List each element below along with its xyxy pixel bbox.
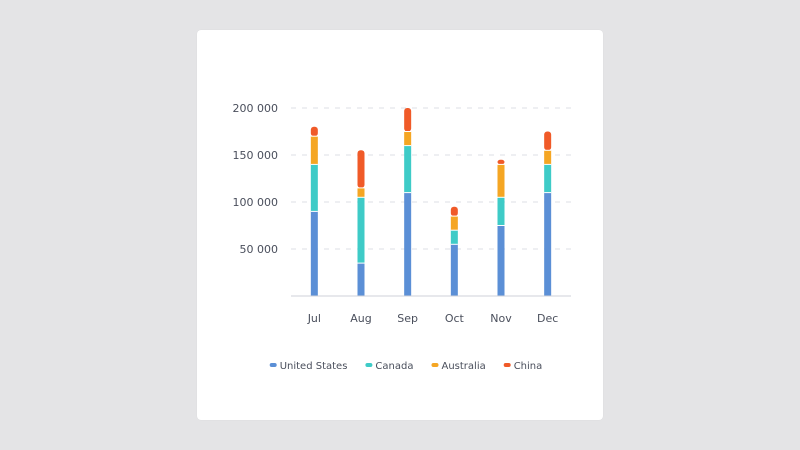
legend-item-united-states[interactable]: United States [269, 361, 348, 372]
bar-segment-nov-canada[interactable] [497, 197, 505, 226]
bar-segment-jul-canada[interactable] [310, 164, 318, 212]
legend-label: Australia [442, 361, 486, 372]
legend-swatch [365, 363, 373, 367]
bar-segment-dec-china[interactable] [544, 131, 552, 151]
y-tick-label: 200 000 [233, 102, 279, 115]
bar-segment-jul-united-states[interactable] [310, 211, 318, 296]
bar-segment-sep-australia[interactable] [404, 131, 412, 146]
bar-segment-oct-canada[interactable] [450, 230, 458, 245]
y-axis-tick-labels: 50 000 100 000 150 000 200 000 [233, 102, 279, 256]
bar-segment-oct-australia[interactable] [450, 216, 458, 231]
legend-label: United States [280, 361, 348, 372]
legend-label: China [514, 361, 543, 372]
legend[interactable]: United States Canada Australia China [269, 361, 543, 372]
legend-swatch [269, 363, 277, 367]
chart-card [197, 30, 603, 420]
bar-segment-sep-canada[interactable] [404, 145, 412, 193]
x-tick-label: Jul [307, 312, 321, 325]
bar-segment-aug-australia[interactable] [357, 187, 365, 198]
bar-segment-oct-united-states[interactable] [450, 244, 458, 296]
legend-item-australia[interactable]: Australia [431, 361, 486, 372]
x-tick-label: Nov [490, 312, 512, 325]
legend-item-china[interactable]: China [503, 361, 543, 372]
x-axis-tick-labels: Jul Aug Sep Oct Nov Dec [307, 312, 559, 325]
bar-segment-nov-china[interactable] [497, 159, 505, 165]
bars [310, 108, 552, 297]
bar-segment-jul-china[interactable] [310, 126, 318, 137]
x-tick-label: Oct [445, 312, 465, 325]
bar-segment-oct-china[interactable] [450, 206, 458, 217]
bar-segment-dec-united-states[interactable] [544, 192, 552, 296]
bar-segment-aug-united-states[interactable] [357, 263, 365, 296]
bar-segment-aug-china[interactable] [357, 150, 365, 188]
bar-segment-dec-australia[interactable] [544, 150, 552, 165]
y-tick-label: 100 000 [233, 196, 279, 209]
bar-segment-nov-australia[interactable] [497, 164, 505, 198]
legend-item-canada[interactable]: Canada [365, 361, 413, 372]
bar-segment-sep-china[interactable] [404, 108, 412, 132]
x-tick-label: Dec [537, 312, 558, 325]
legend-swatch [503, 363, 511, 367]
legend-label: Canada [375, 361, 413, 372]
legend-swatch [431, 363, 439, 367]
y-tick-label: 50 000 [240, 243, 279, 256]
bar-segment-aug-canada[interactable] [357, 197, 365, 264]
bar-segment-jul-australia[interactable] [310, 136, 318, 165]
bar-segment-nov-united-states[interactable] [497, 225, 505, 297]
bar-segment-sep-united-states[interactable] [404, 192, 412, 296]
x-tick-label: Sep [397, 312, 418, 325]
gridlines [291, 107, 571, 250]
bar-segment-dec-canada[interactable] [544, 164, 552, 193]
y-tick-label: 150 000 [233, 149, 279, 162]
x-tick-label: Aug [350, 312, 371, 325]
